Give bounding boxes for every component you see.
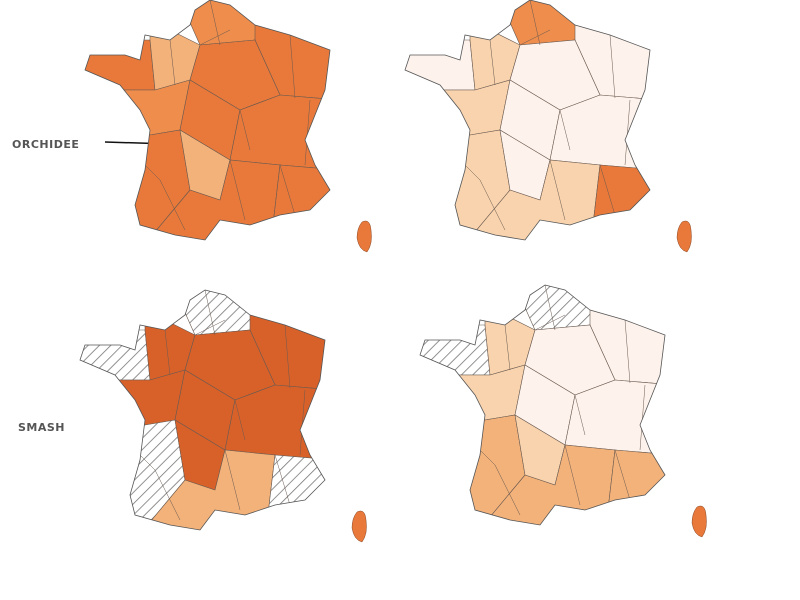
basin-border — [489, 39, 496, 86]
row-label: ORCHIDEE — [12, 138, 79, 151]
basin-border — [154, 469, 181, 521]
country-outline — [404, 0, 651, 241]
country-outline — [79, 289, 326, 531]
basin-border — [199, 29, 231, 46]
basin-border — [164, 329, 171, 376]
basin-border — [194, 319, 226, 336]
basin-border — [549, 159, 566, 221]
basin-border — [224, 449, 241, 511]
basin-border — [624, 319, 631, 384]
basin-border — [614, 449, 631, 501]
basin-border — [289, 34, 296, 99]
basin-border — [274, 454, 291, 506]
basin-border — [234, 399, 246, 441]
basin-border — [479, 179, 506, 231]
basin-border — [624, 99, 631, 166]
basin-border — [544, 285, 556, 331]
basin-border — [559, 109, 571, 151]
basin-border — [599, 164, 616, 216]
country-outline — [84, 0, 331, 241]
basin-border — [169, 39, 176, 86]
basin-border — [304, 99, 311, 166]
corsica — [691, 505, 707, 538]
basin-border — [494, 464, 521, 516]
corsica — [351, 510, 367, 543]
basin-border — [204, 290, 216, 336]
basin-border — [574, 394, 586, 436]
basin-border — [209, 0, 221, 46]
basin-border — [279, 164, 296, 216]
basin-border — [229, 159, 246, 221]
basin-border — [534, 314, 566, 331]
basin-border — [564, 444, 581, 506]
basin-border — [639, 384, 646, 451]
row-label: SMASH — [18, 421, 65, 434]
basin-border — [504, 324, 511, 371]
basin-border — [159, 179, 186, 231]
basin-border — [239, 109, 251, 151]
basin-border — [284, 324, 291, 389]
basin-border — [609, 34, 616, 99]
corsica — [356, 220, 372, 253]
corsica — [676, 220, 692, 253]
basin-border — [529, 0, 541, 46]
basin-border — [519, 29, 551, 46]
country-outline — [419, 284, 666, 526]
basin-border — [299, 389, 306, 456]
